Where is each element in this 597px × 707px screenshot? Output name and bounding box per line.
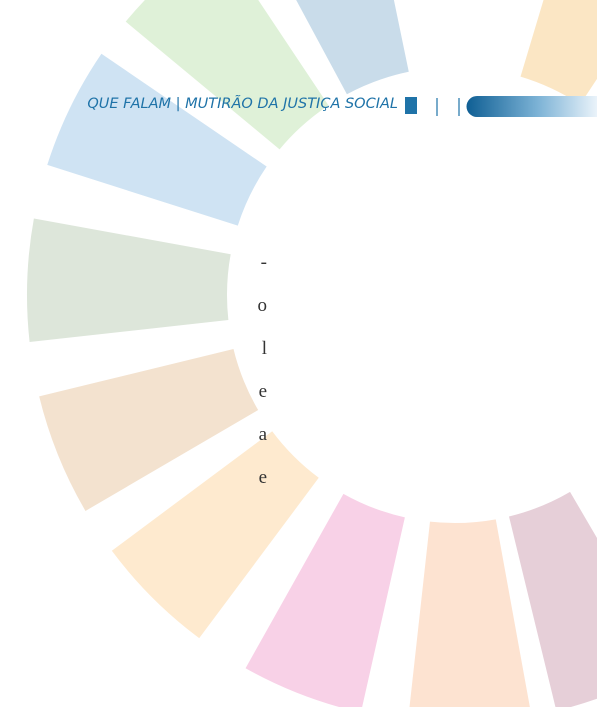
line-end: l	[262, 338, 267, 359]
page-canvas: QUE FALAM | MUTIRÃO DA JUSTIÇA SOCIAL - o…	[0, 0, 597, 707]
header-bar	[467, 96, 597, 117]
line-end: e	[259, 467, 267, 488]
line-end: o	[258, 295, 268, 316]
line-end: e	[259, 381, 267, 402]
line-end: -	[261, 252, 267, 273]
wheel-segment	[521, 0, 597, 104]
wheel-segment	[408, 519, 531, 707]
page: QUE FALAM | MUTIRÃO DA JUSTIÇA SOCIAL - o…	[0, 0, 597, 707]
wheel-segment	[27, 218, 231, 341]
line-end: a	[259, 424, 268, 445]
running-title: QUE FALAM | MUTIRÃO DA JUSTIÇA SOCIAL	[87, 95, 398, 112]
header-square	[405, 97, 417, 114]
